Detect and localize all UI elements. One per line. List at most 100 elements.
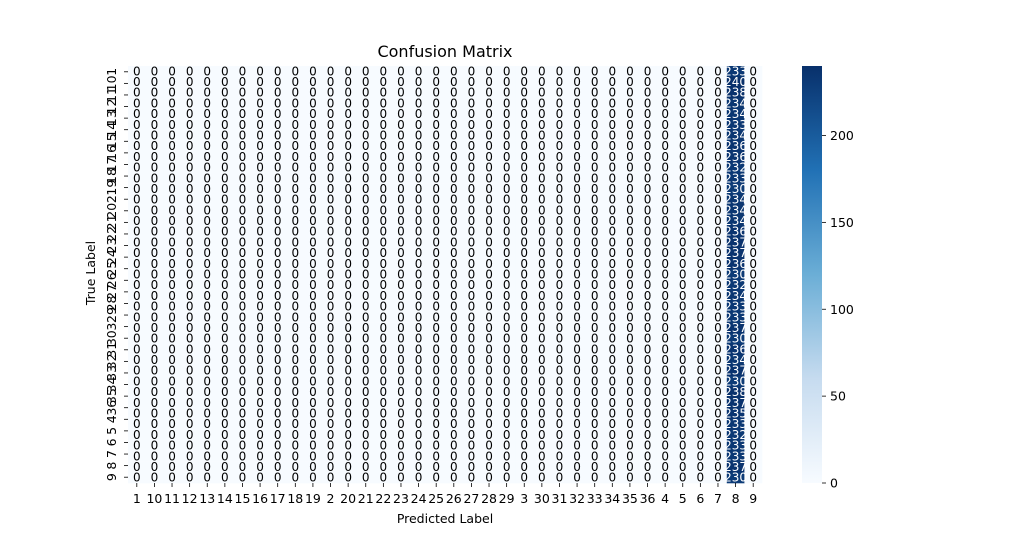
heatmap-cell [515,386,534,398]
heatmap-cell [621,151,640,163]
heatmap-cell [409,98,428,110]
heatmap-cell [268,354,287,366]
heatmap-cell [233,386,252,398]
heatmap-cell-label: 0 [749,118,757,132]
heatmap-cell [321,76,340,88]
heatmap-cell [568,344,587,355]
heatmap-cell [673,162,692,174]
heatmap-cell [427,258,446,270]
heatmap-cell-label: 0 [450,439,458,453]
heatmap-cell [163,279,182,291]
heatmap-cell [268,247,287,259]
heatmap-cell [445,333,463,345]
heatmap-cell [621,301,640,313]
heatmap-cell-label: 0 [679,353,687,367]
heatmap-cell-label: 0 [644,235,652,249]
heatmap-cell-label: 0 [327,225,335,239]
heatmap-cell-label: 0 [186,96,194,110]
heatmap-cell-label: 0 [362,225,370,239]
heatmap-cell-label: 0 [644,246,652,260]
heatmap-cell-label: 0 [327,203,335,217]
heatmap-cell-label: 0 [256,310,264,324]
heatmap-cell [339,226,358,238]
heatmap-cell [497,322,516,334]
heatmap-cell-label: 0 [661,332,669,346]
heatmap-cell [163,226,182,238]
heatmap-cell-label: 0 [221,129,229,143]
heatmap-cell [709,130,728,142]
heatmap-cell-label: 0 [432,171,440,185]
heatmap-cell-label: 0 [450,428,458,442]
heatmap-cell-label: 0 [256,364,264,378]
x-tick-label: 24 [411,491,427,506]
heatmap-cell [321,205,340,216]
heatmap-cell [497,344,516,355]
heatmap-cell [726,301,745,313]
heatmap-cell-label: 0 [679,428,687,442]
heatmap-cell-label: 0 [309,107,317,121]
heatmap-cell-label: 0 [485,150,493,164]
heatmap-cell [621,461,640,473]
heatmap-cell-label: 0 [626,171,634,185]
heatmap-cell [568,183,587,195]
heatmap-cell [128,140,146,152]
x-tick-label: 23 [393,491,409,506]
heatmap-cell [550,87,569,99]
heatmap-cell-label: 0 [749,86,757,100]
heatmap-cell [462,386,481,398]
heatmap-cell [621,140,640,152]
heatmap-cell-label: 0 [644,129,652,143]
heatmap-cell-label: 0 [203,214,211,228]
heatmap-cell [638,140,657,152]
heatmap-cell-label: 0 [573,139,581,153]
heatmap-cell-label: 0 [133,268,141,282]
heatmap-cell-label: 0 [591,86,599,100]
heatmap-cell-label: 0 [327,396,335,410]
heatmap-cell [286,365,305,377]
heatmap-cell [339,130,358,142]
heatmap-cell-label: 0 [503,471,511,485]
heatmap-cell [638,333,657,345]
heatmap-cell-label: 0 [380,300,388,314]
heatmap-cell-label: 0 [380,86,388,100]
heatmap-cell [673,301,692,313]
heatmap-cell-label: 0 [608,321,616,335]
heatmap-cell-label: 0 [168,246,176,260]
heatmap-cell-label: 0 [661,396,669,410]
heatmap-cell-label: 0 [256,225,264,239]
heatmap-cell [656,194,675,206]
heatmap-cell-label: 0 [327,449,335,463]
heatmap-cell [691,194,710,206]
heatmap-cell [427,290,446,302]
heatmap-cell-label: 0 [362,310,370,324]
heatmap-cell [304,194,323,206]
heatmap-cell [480,365,499,377]
heatmap-cell [427,279,446,291]
heatmap-cell [409,461,428,473]
x-tick-label: 17 [270,491,286,506]
heatmap-cell-label: 0 [697,96,705,110]
heatmap-cell-label: 0 [468,161,476,175]
heatmap-cell-label: 0 [591,374,599,388]
heatmap-cell-label: 0 [468,449,476,463]
heatmap-cell-label: 0 [556,150,564,164]
heatmap-cell-label: 0 [573,150,581,164]
heatmap-cell [673,376,692,388]
y-tick-label: 34 [104,377,119,393]
heatmap-cell-label: 238 [724,385,747,399]
heatmap-cell-label: 0 [503,182,511,196]
heatmap-cell [550,354,569,366]
heatmap-cell-label: 0 [697,396,705,410]
heatmap-cell [497,76,516,88]
heatmap-cell [216,66,234,77]
heatmap-cell-label: 0 [239,428,247,442]
heatmap-cell [726,344,745,355]
heatmap-cell-label: 0 [573,460,581,474]
heatmap-cell-label: 0 [344,407,352,421]
heatmap-cell-label: 0 [362,235,370,249]
heatmap-cell [321,172,340,184]
heatmap-cell [286,386,305,398]
heatmap-cell [198,87,217,99]
heatmap-cell-label: 0 [239,300,247,314]
heatmap-cell-label: 0 [520,150,528,164]
